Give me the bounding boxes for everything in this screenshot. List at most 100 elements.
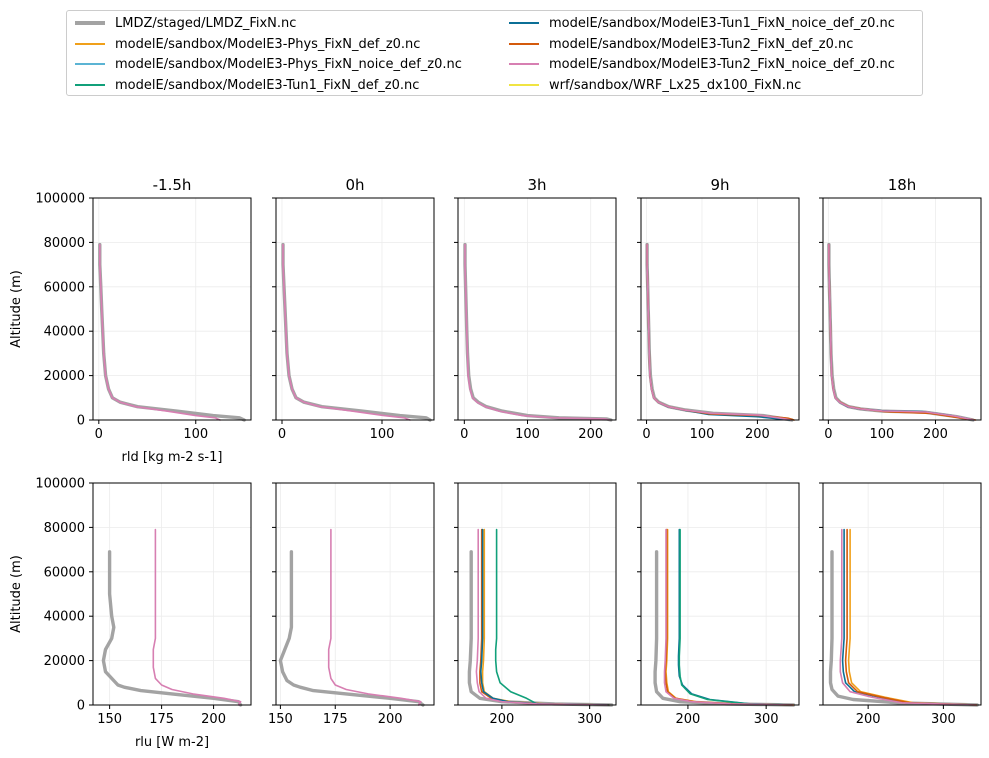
x-axis-label: rlu [W m-2]	[135, 735, 209, 750]
series-line	[841, 528, 977, 706]
x-tick-label: 200	[201, 712, 226, 727]
x-tick-label: 200	[489, 712, 514, 727]
legend-swatch	[75, 84, 105, 86]
x-tick-label: 0	[95, 427, 103, 442]
y-tick-label: 20000	[44, 369, 85, 384]
series-line	[152, 528, 242, 706]
panel-title: -1.5h	[153, 176, 192, 194]
x-tick-label: 200	[378, 712, 403, 727]
x-tick-label: 100	[690, 427, 715, 442]
series-line	[677, 528, 793, 706]
series-line	[839, 528, 977, 706]
y-tick-label: 40000	[44, 610, 85, 625]
x-tick-label: 200	[745, 427, 770, 442]
legend-swatch	[509, 22, 539, 24]
series-line	[646, 243, 795, 421]
legend-label: modelE/sandbox/ModelE3-Phys_FixN_def_z0.…	[115, 36, 421, 52]
axes-frame	[640, 197, 800, 421]
axes-frame	[822, 197, 982, 421]
series-line	[467, 550, 614, 707]
series-line	[678, 528, 793, 706]
legend-label: modelE/sandbox/ModelE3-Tun2_FixN_def_z0.…	[549, 36, 854, 52]
legend-label: modelE/sandbox/ModelE3-Tun1_FixN_noice_d…	[549, 15, 895, 31]
series-line	[98, 242, 246, 422]
x-tick-label: 100	[183, 427, 208, 442]
series-line	[844, 528, 978, 706]
series-line	[281, 242, 432, 422]
series-line	[464, 243, 611, 421]
panel-title: 3h	[527, 176, 546, 194]
legend-label: modelE/sandbox/ModelE3-Tun2_FixN_noice_d…	[549, 56, 895, 72]
series-line	[463, 242, 613, 422]
legend-entry: LMDZ/staged/LMDZ_FixN.nc	[75, 13, 296, 33]
y-axis-label: Altitude (m)	[9, 555, 24, 633]
series-line	[475, 528, 609, 706]
panel-title: 0h	[345, 176, 364, 194]
y-tick-label: 60000	[44, 280, 85, 295]
x-tick-label: 175	[149, 712, 174, 727]
legend-label: modelE/sandbox/ModelE3-Tun1_FixN_def_z0.…	[115, 77, 420, 93]
x-tick-label: 175	[323, 712, 348, 727]
x-tick-label: 150	[97, 712, 122, 727]
series-line	[828, 243, 977, 421]
legend-swatch	[509, 84, 539, 86]
series-line	[847, 528, 977, 706]
axes-frame	[640, 482, 800, 706]
x-tick-label: 300	[931, 712, 956, 727]
x-tick-label: 100	[370, 427, 395, 442]
axes-frame	[92, 482, 252, 706]
legend-entry: modelE/sandbox/ModelE3-Tun2_FixN_noice_d…	[509, 54, 895, 74]
series-line	[101, 550, 243, 707]
series-line	[645, 242, 794, 422]
y-tick-label: 20000	[44, 654, 85, 669]
legend-swatch	[509, 63, 539, 65]
series-line	[663, 528, 794, 706]
series-line	[282, 243, 411, 421]
y-tick-label: 0	[77, 414, 85, 429]
panel-title: 9h	[710, 176, 729, 194]
legend-entry: modelE/sandbox/ModelE3-Tun2_FixN_def_z0.…	[509, 34, 853, 54]
series-line	[327, 528, 422, 706]
legend-swatch	[75, 21, 105, 25]
y-tick-label: 60000	[44, 565, 85, 580]
series-line	[828, 243, 975, 421]
legend-entry: wrf/sandbox/WRF_Lx25_dx100_FixN.nc	[509, 75, 801, 95]
x-tick-label: 100	[870, 427, 895, 442]
axes-frame	[275, 482, 435, 706]
series-line	[494, 528, 609, 706]
legend-label: wrf/sandbox/WRF_Lx25_dx100_FixN.nc	[549, 77, 802, 93]
axes-frame	[822, 482, 982, 706]
legend-label: modelE/sandbox/ModelE3-Phys_FixN_noice_d…	[115, 56, 462, 72]
y-tick-label: 40000	[44, 325, 85, 340]
y-tick-label: 80000	[44, 521, 85, 536]
legend-entry: modelE/sandbox/ModelE3-Phys_FixN_noice_d…	[75, 54, 462, 74]
legend-label: LMDZ/staged/LMDZ_FixN.nc	[115, 15, 297, 31]
series-line	[646, 243, 791, 421]
series-line	[827, 242, 975, 422]
x-tick-label: 200	[676, 712, 701, 727]
x-tick-label: 200	[578, 427, 603, 442]
legend: LMDZ/staged/LMDZ_FixN.nc modelE/sandbox/…	[66, 10, 923, 96]
series-line	[665, 528, 795, 706]
x-tick-label: 100	[515, 427, 540, 442]
y-tick-label: 100000	[35, 477, 85, 492]
series-line	[99, 243, 221, 421]
y-tick-label: 100000	[35, 192, 85, 207]
series-line	[278, 550, 425, 707]
x-tick-label: 0	[278, 427, 286, 442]
series-line	[664, 528, 794, 706]
x-tick-label: 0	[460, 427, 468, 442]
series-line	[828, 243, 975, 421]
x-tick-label: 200	[856, 712, 881, 727]
x-tick-label: 300	[754, 712, 779, 727]
y-axis-label: Altitude (m)	[9, 270, 24, 348]
x-tick-label: 0	[824, 427, 832, 442]
legend-swatch	[509, 43, 539, 45]
axes-frame	[275, 197, 435, 421]
legend-entry: modelE/sandbox/ModelE3-Tun1_FixN_noice_d…	[509, 13, 895, 33]
panel-title: 18h	[888, 176, 917, 194]
axes-frame	[457, 197, 617, 421]
legend-entry: modelE/sandbox/ModelE3-Tun1_FixN_def_z0.…	[75, 75, 419, 95]
x-tick-label: 300	[577, 712, 602, 727]
